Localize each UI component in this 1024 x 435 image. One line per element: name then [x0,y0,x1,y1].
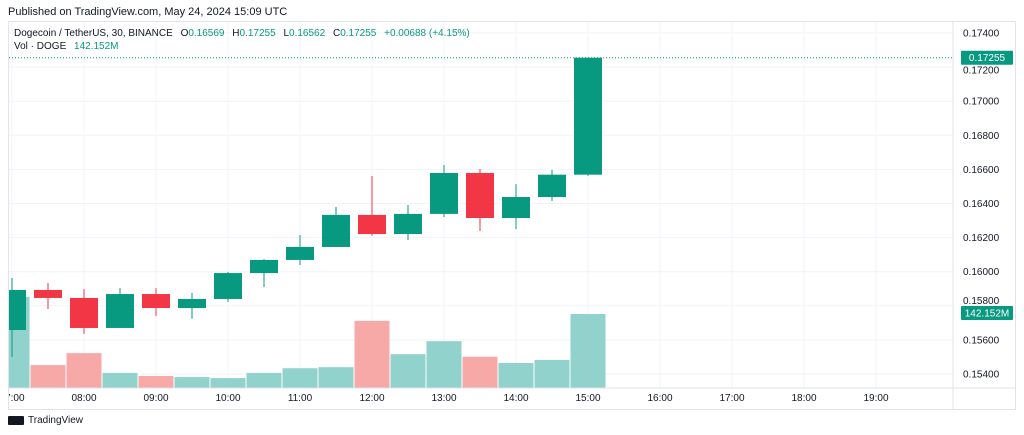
price-tick-label: 0.16800 [963,131,1000,142]
close-value: 0.17255 [340,28,377,39]
price-tick-label: 0.16600 [963,165,1000,176]
price-tick-label: 0.15600 [963,335,1000,346]
volume-row: Vol · DOGE 142.152M [14,40,470,53]
open-label: O [180,28,189,39]
volume-bar [246,372,282,388]
time-tick-label: 07:00 [0,393,25,404]
candle-body [574,57,602,175]
volume-bar [66,353,102,388]
last-price-badge: 0.17255 [969,53,1006,64]
candle-body [142,294,170,309]
volume-bar [102,372,138,388]
candle-body [466,172,494,218]
chart-legend: Dogecoin / TetherUS, 30, BINANCE O0.1656… [14,27,470,53]
volume-bar [390,354,426,388]
time-tick-label: 10:00 [215,393,240,404]
last-price-badge-bg [961,50,1013,65]
time-tick-label: 13:00 [431,393,456,404]
price-tick-label: 0.16400 [963,199,1000,210]
time-tick-label: 18:00 [791,393,816,404]
candle-body [322,214,350,247]
price-tick-label: 0.15400 [963,370,1000,381]
open-value: 0.16569 [188,28,225,39]
tradingview-logo-icon [8,416,24,425]
time-tick-label: 19:00 [863,393,888,404]
volume-bar [498,363,534,388]
time-tick-label: 09:00 [143,393,168,404]
low-value: 0.16562 [289,28,326,39]
volume-bar [426,341,462,388]
candle-body [9,289,26,331]
price-tick-label: 0.16000 [963,267,1000,278]
symbol-title[interactable]: Dogecoin / TetherUS, 30, BINANCE [14,28,173,39]
candle-body [70,297,98,328]
candle-body [286,246,314,260]
volume-bar [462,356,498,388]
volume-bar [138,376,174,388]
high-label: H [232,28,240,39]
candle-body [538,174,566,198]
close-label: C [332,28,341,39]
published-note: Published on TradingView.com, May 24, 20… [8,6,288,18]
time-tick-label: 08:00 [71,393,96,404]
price-tick-label: 0.17200 [963,66,1000,77]
candle-body [34,289,62,298]
brand-name[interactable]: TradingView [28,415,84,426]
volume-bar [570,314,606,388]
volume-bar [534,359,570,388]
price-tick-label: 0.17000 [963,97,1000,108]
candle-body [250,259,278,274]
volume-bar [174,377,210,388]
volume-bar [30,365,66,388]
time-tick-label: 11:00 [288,393,313,404]
candle-body [178,298,206,309]
chart-frame [8,21,1016,410]
candle-body [358,214,386,235]
volume-bar [354,320,390,388]
candle-body [214,273,242,299]
volume-bar [210,378,246,388]
last-volume-badge: 142.152M [965,309,1009,320]
candle-body [430,172,458,214]
volume-bar [318,367,354,388]
volume-bar [282,368,318,388]
price-tick-label: 0.17400 [963,29,1000,40]
time-tick-label: 16:00 [647,393,672,404]
change-value: +0.00688 (+4.15%) [384,28,470,39]
footer: TradingView [8,415,83,426]
high-value: 0.17255 [239,28,276,39]
time-tick-label: 15:00 [575,393,600,404]
time-tick-label: 14:00 [503,393,528,404]
candle-body [394,213,422,235]
low-label: L [283,28,290,39]
time-tick-label: 17:00 [719,393,744,404]
price-tick-label: 0.16200 [963,233,1000,244]
volume-value: 142.152M [74,41,119,52]
ohlc-row: Dogecoin / TetherUS, 30, BINANCE O0.1656… [14,27,470,40]
candle-body [106,294,134,328]
last-volume-badge-bg [961,306,1013,320]
price-tick-label: 0.15800 [963,296,1000,307]
time-tick-label: 12:00 [359,393,384,404]
candle-body [502,197,530,218]
volume-label: Vol · DOGE [14,41,67,52]
